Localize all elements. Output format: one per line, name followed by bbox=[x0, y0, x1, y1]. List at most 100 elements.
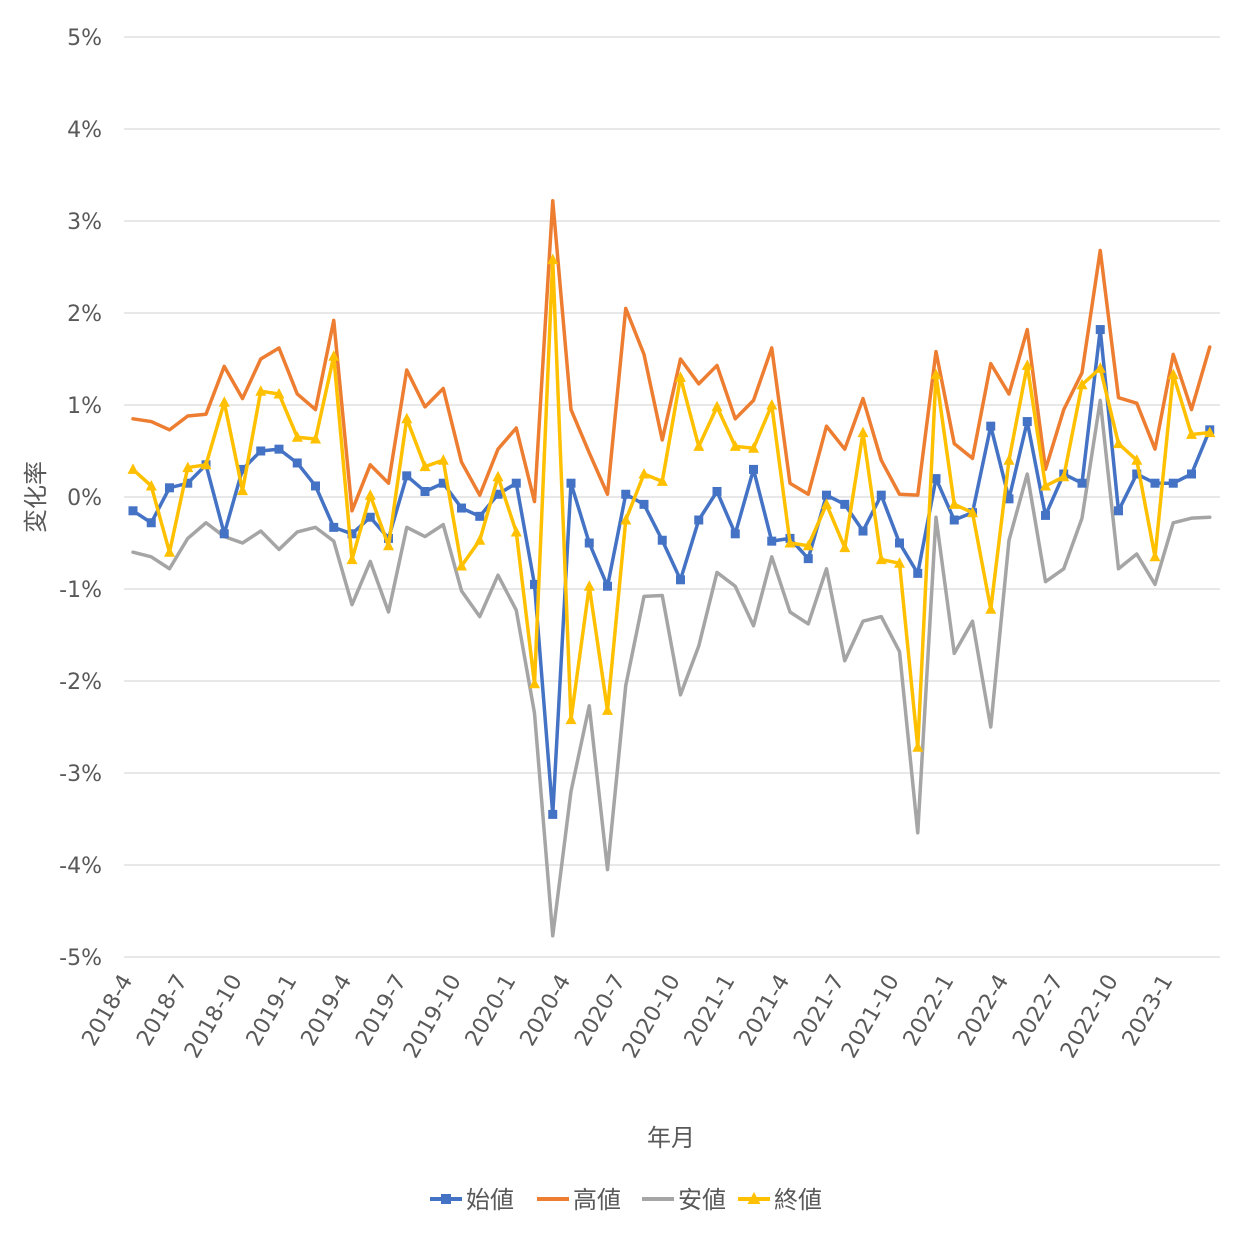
data-point bbox=[603, 581, 612, 591]
data-point bbox=[401, 412, 413, 424]
series-3 bbox=[131, 398, 1212, 938]
data-point bbox=[913, 568, 923, 578]
data-point bbox=[492, 470, 504, 482]
data-point bbox=[292, 458, 302, 468]
data-point bbox=[273, 388, 285, 399]
y-tick-label: -3% bbox=[59, 762, 102, 787]
series-line bbox=[131, 199, 1212, 513]
series-4 bbox=[127, 253, 1216, 752]
data-point bbox=[583, 580, 595, 591]
data-point bbox=[1131, 454, 1143, 465]
data-point bbox=[986, 421, 996, 431]
data-point bbox=[420, 486, 430, 496]
gridlines bbox=[124, 36, 1220, 958]
data-point bbox=[219, 529, 229, 539]
y-tick-label: -5% bbox=[59, 946, 102, 971]
data-point bbox=[383, 539, 394, 551]
data-point bbox=[730, 529, 740, 539]
data-point bbox=[656, 475, 668, 486]
data-point bbox=[419, 460, 431, 472]
data-point bbox=[1058, 470, 1070, 482]
data-point bbox=[748, 442, 759, 453]
data-point bbox=[784, 537, 796, 548]
data-point bbox=[949, 515, 959, 525]
series-line bbox=[131, 257, 1212, 749]
data-point bbox=[128, 506, 138, 516]
data-point bbox=[529, 677, 540, 689]
data-point bbox=[802, 539, 814, 551]
data-point bbox=[437, 454, 449, 465]
data-point bbox=[347, 529, 357, 539]
data-point bbox=[1021, 359, 1033, 370]
x-tick-label: 2019-4 bbox=[297, 971, 358, 1051]
data-point bbox=[127, 463, 139, 474]
legend-label: 終値 bbox=[774, 1186, 822, 1214]
x-tick-label: 2019-1 bbox=[242, 971, 303, 1051]
data-point bbox=[145, 480, 157, 491]
data-point bbox=[584, 538, 594, 548]
data-point bbox=[712, 486, 722, 496]
data-point bbox=[311, 481, 320, 491]
data-point bbox=[602, 704, 613, 715]
data-point bbox=[474, 534, 486, 545]
y-axis-ticks: 5% 4% 3% 2% 1% 0% -1% -2% -3% -4% -5% bbox=[59, 26, 102, 971]
data-point bbox=[694, 515, 704, 525]
data-point bbox=[165, 483, 174, 493]
x-tick-label: 2023-1 bbox=[1118, 971, 1179, 1051]
series-layer bbox=[127, 199, 1216, 938]
x-axis-title: 年月 bbox=[647, 1124, 695, 1152]
data-point bbox=[638, 468, 650, 479]
legend-marker bbox=[441, 1194, 451, 1204]
data-point bbox=[1077, 478, 1087, 488]
y-tick-label: 1% bbox=[67, 394, 102, 419]
data-point bbox=[1094, 362, 1106, 373]
legend-item: 高値 bbox=[537, 1186, 621, 1214]
data-point bbox=[1004, 494, 1014, 504]
data-point bbox=[1041, 510, 1050, 520]
x-tick-label: 2021-7 bbox=[789, 971, 850, 1051]
data-point bbox=[1114, 506, 1123, 516]
data-point bbox=[875, 553, 887, 565]
data-point bbox=[493, 489, 503, 499]
data-point bbox=[547, 253, 559, 265]
data-point bbox=[346, 553, 358, 565]
data-point bbox=[857, 426, 869, 438]
x-tick-label: 2018-4 bbox=[78, 971, 139, 1051]
legend-item: 安値 bbox=[642, 1186, 726, 1214]
data-point bbox=[821, 498, 832, 509]
data-point bbox=[839, 541, 851, 553]
x-tick-label: 2018-7 bbox=[132, 971, 193, 1051]
x-tick-label: 2020-1 bbox=[461, 971, 522, 1051]
data-point bbox=[511, 478, 521, 488]
data-point bbox=[1204, 426, 1216, 438]
data-point bbox=[1113, 437, 1124, 449]
y-tick-label: 5% bbox=[67, 26, 102, 51]
data-point bbox=[676, 575, 685, 585]
data-point bbox=[310, 433, 321, 444]
data-point bbox=[912, 741, 924, 752]
data-point bbox=[566, 478, 576, 488]
legend-item: 始値 bbox=[430, 1186, 514, 1214]
legend-item: 終値 bbox=[738, 1186, 822, 1214]
series-2 bbox=[131, 199, 1212, 513]
data-point bbox=[767, 536, 777, 546]
y-tick-label: -1% bbox=[59, 578, 102, 603]
data-point bbox=[238, 464, 247, 474]
legend-label: 高値 bbox=[573, 1186, 621, 1214]
data-point bbox=[256, 446, 266, 456]
data-point bbox=[329, 522, 339, 532]
data-point bbox=[146, 518, 156, 528]
data-point bbox=[895, 538, 904, 548]
data-point bbox=[858, 526, 868, 536]
x-tick-label: 2022-7 bbox=[1008, 971, 1069, 1051]
data-point bbox=[164, 546, 175, 557]
y-tick-label: -2% bbox=[59, 670, 102, 695]
data-point bbox=[457, 503, 466, 513]
data-point bbox=[1022, 417, 1032, 427]
data-point bbox=[620, 514, 632, 525]
data-point bbox=[766, 399, 778, 410]
data-point bbox=[1167, 368, 1179, 380]
data-point bbox=[1150, 478, 1160, 488]
data-point bbox=[840, 499, 850, 509]
